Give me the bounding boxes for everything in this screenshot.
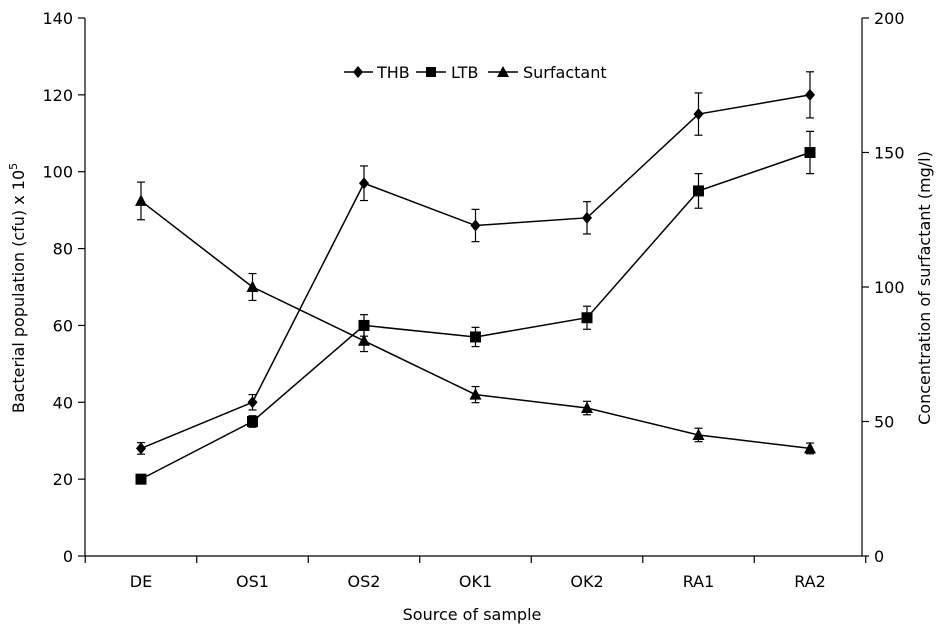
- legend-label-ltb: LTB: [451, 63, 478, 82]
- y-tick-label: 120: [42, 86, 73, 105]
- data-point-thb: [136, 442, 146, 455]
- data-point-ltb: [581, 312, 593, 324]
- x-ticks: DE OS1 OS2 OK1 OK2 RA1 RA2: [84, 556, 867, 591]
- data-point-surfactant: [358, 334, 370, 346]
- x-tick-label: OK1: [459, 572, 492, 591]
- data-point-surfactant: [581, 401, 593, 414]
- data-point-surfactant: [469, 388, 482, 400]
- data-point-thb: [693, 108, 704, 121]
- y2-tick-label: 150: [874, 144, 905, 163]
- y-tick-label: 20: [53, 470, 73, 489]
- data-point-ltb: [470, 331, 481, 343]
- legend-label-surfactant: Surfactant: [523, 63, 607, 82]
- x-axis-title: Source of sample: [403, 605, 542, 624]
- x-tick-label: DE: [130, 572, 152, 591]
- y-tick-label: 40: [53, 393, 73, 412]
- data-point-ltb: [693, 185, 704, 197]
- y-tick-label: 80: [53, 240, 73, 259]
- data-point-thb: [805, 88, 815, 101]
- square-marker-icon: [426, 67, 436, 77]
- y2-axis-title: Concentration of surfactant (mg/l): [915, 151, 934, 425]
- data-point-thb: [470, 219, 481, 232]
- data-point-ltb: [247, 416, 258, 427]
- y-ticks-right: 0 50 100 150 200: [862, 9, 905, 566]
- y-tick-label: 140: [42, 9, 73, 28]
- y-axis-title-text: Bacterial population (cfu) x 10: [9, 170, 28, 413]
- data-point-surfactant: [246, 280, 259, 292]
- y-tick-label: 100: [42, 163, 73, 182]
- legend: THB LTB Surfactant: [344, 63, 607, 82]
- series-surfactant: [135, 181, 816, 455]
- data-point-surfactant: [804, 441, 816, 454]
- series-ltb: [135, 130, 816, 485]
- diamond-marker-icon: [353, 66, 363, 78]
- series-line-ltb: [140, 151, 811, 480]
- legend-label-thb: THB: [376, 63, 410, 82]
- y-ticks-left: 0 20 40 60 80 100 120 140: [42, 9, 85, 566]
- y-axis-title-exponent: 5: [7, 163, 20, 170]
- y2-tick-label: 50: [874, 413, 894, 432]
- plot-area: 0 20 40 60 80 100 120 140 0 50 100 150 200 DE OS1 OS2…: [42, 9, 904, 591]
- y2-tick-label: 200: [874, 9, 905, 28]
- legend-item-ltb: LTB: [416, 63, 478, 82]
- data-point-surfactant: [135, 194, 147, 206]
- y2-tick-label: 100: [874, 278, 905, 297]
- x-tick-label: OS1: [236, 572, 269, 591]
- y-tick-label: 60: [53, 316, 73, 335]
- data-point-surfactant: [692, 428, 705, 440]
- x-tick-label: RA2: [794, 572, 826, 591]
- data-point-ltb: [135, 473, 147, 485]
- series-layer: [135, 71, 816, 485]
- x-tick-label: RA1: [683, 572, 715, 591]
- triangle-marker-icon: [497, 66, 509, 77]
- data-point-ltb: [804, 147, 816, 158]
- y-axis-title: Bacterial population (cfu) x 105: [7, 163, 28, 413]
- data-point-ltb: [358, 319, 370, 331]
- data-point-thb: [359, 177, 369, 190]
- data-point-thb: [582, 211, 592, 224]
- legend-item-thb: THB: [344, 63, 410, 82]
- x-tick-label: OK2: [570, 572, 603, 591]
- legend-item-surfactant: Surfactant: [488, 63, 607, 82]
- y2-tick-label: 0: [874, 547, 884, 566]
- y-tick-label: 0: [63, 547, 73, 566]
- data-point-thb: [247, 396, 258, 409]
- series-thb: [136, 71, 815, 455]
- x-tick-label: OS2: [348, 572, 381, 591]
